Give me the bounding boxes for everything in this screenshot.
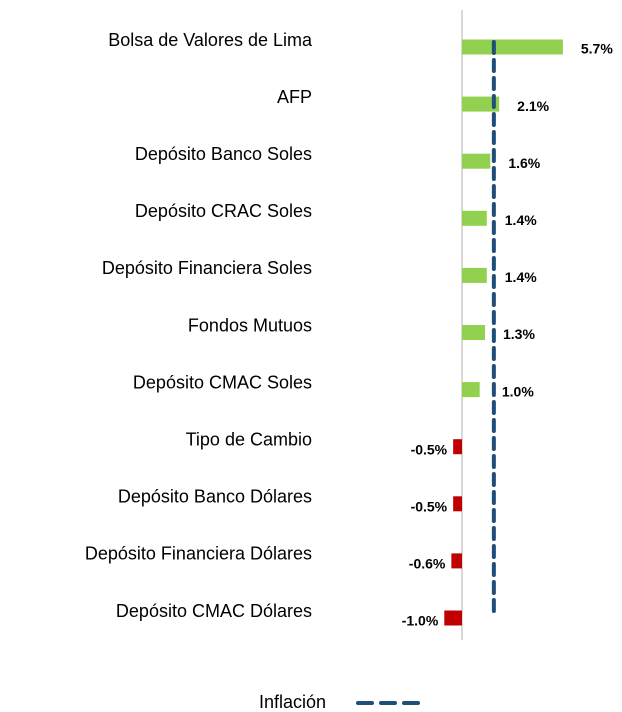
- bar: [462, 39, 563, 55]
- bar: [451, 553, 462, 569]
- category-label: Depósito Financiera Dólares: [85, 544, 312, 564]
- value-label: 1.3%: [503, 326, 535, 342]
- category-label: Depósito CMAC Soles: [133, 372, 312, 392]
- bar: [462, 96, 500, 112]
- value-label: 1.6%: [508, 155, 540, 171]
- bar: [462, 325, 486, 340]
- value-label: 2.1%: [517, 98, 549, 114]
- category-label: Depósito CRAC Soles: [135, 201, 312, 221]
- bar: [453, 439, 462, 455]
- value-label: 1.4%: [505, 269, 537, 285]
- category-label: Bolsa de Valores de Lima: [108, 30, 313, 50]
- value-label: 1.4%: [505, 212, 537, 228]
- bar: [462, 210, 487, 226]
- category-label: Depósito Banco Soles: [135, 144, 312, 164]
- value-label: -1.0%: [402, 613, 439, 629]
- category-label: Tipo de Cambio: [186, 429, 312, 449]
- bar: [453, 496, 462, 512]
- value-label: -0.5%: [411, 441, 448, 457]
- legend-label: Inflación: [259, 692, 326, 712]
- bar: [462, 382, 480, 398]
- category-label: AFP: [277, 87, 312, 107]
- category-label: Depósito Banco Dólares: [118, 487, 312, 507]
- value-label: 5.7%: [581, 41, 613, 57]
- value-label: -0.5%: [411, 499, 448, 515]
- bar: [462, 153, 491, 169]
- category-label: Fondos Mutuos: [188, 315, 312, 335]
- value-label: 1.0%: [502, 383, 534, 399]
- value-label: -0.6%: [409, 556, 446, 572]
- bar: [462, 267, 487, 283]
- category-label: Depósito CMAC Dólares: [116, 601, 312, 621]
- category-label: Depósito Financiera Soles: [102, 258, 312, 278]
- bar: [444, 610, 462, 626]
